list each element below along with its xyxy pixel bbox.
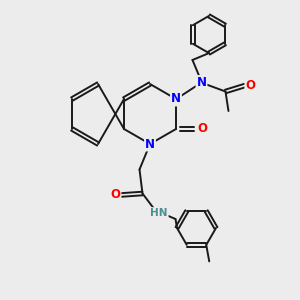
Text: N: N [196, 76, 206, 89]
Text: O: O [110, 188, 121, 202]
Text: N: N [171, 92, 181, 106]
Text: O: O [245, 79, 255, 92]
Text: O: O [197, 122, 207, 136]
Text: N: N [145, 137, 155, 151]
Text: HN: HN [150, 208, 168, 218]
